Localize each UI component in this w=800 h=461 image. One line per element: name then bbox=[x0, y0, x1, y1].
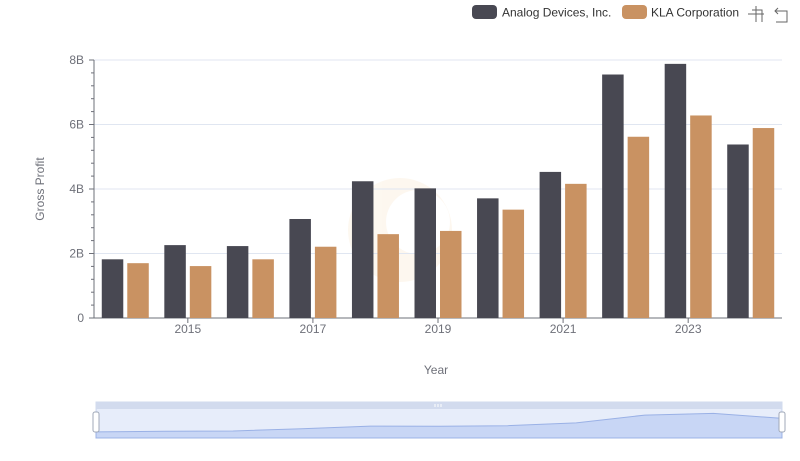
bar-analog-devices-2014[interactable] bbox=[101, 259, 124, 318]
bars bbox=[101, 63, 775, 319]
x-tick-label: 2021 bbox=[550, 322, 577, 336]
slider-handle-left[interactable] bbox=[92, 411, 100, 433]
legend: Analog Devices, Inc. KLA Corporation bbox=[472, 5, 739, 20]
y-axis-title: Gross Profit bbox=[33, 157, 47, 221]
y-tick-label: 6B bbox=[69, 118, 84, 132]
bar-kla-2018[interactable] bbox=[377, 234, 399, 318]
bar-kla-2020[interactable] bbox=[502, 209, 525, 318]
y-tick-label: 0 bbox=[77, 311, 84, 325]
legend-swatch-analog-devices bbox=[472, 5, 497, 19]
slider-preview-area bbox=[95, 412, 783, 439]
y-tick-label: 2B bbox=[69, 247, 84, 261]
bar-kla-2017[interactable] bbox=[314, 246, 337, 318]
x-axis-title: Year bbox=[424, 363, 448, 377]
bar-kla-2014[interactable] bbox=[127, 263, 149, 318]
bar-kla-2023[interactable] bbox=[690, 115, 712, 318]
y-axis: 0 2B 4B 6B 8B bbox=[69, 53, 95, 325]
y-tick-label: 8B bbox=[69, 53, 84, 67]
slider-top-bar[interactable] bbox=[96, 402, 782, 409]
bar-analog-devices-2017[interactable] bbox=[289, 218, 311, 318]
bar-kla-2016[interactable] bbox=[252, 259, 274, 318]
x-tick-label: 2015 bbox=[174, 322, 201, 336]
bar-kla-2019[interactable] bbox=[440, 230, 462, 318]
bar-analog-devices-2015[interactable] bbox=[164, 245, 186, 318]
slider-selection[interactable] bbox=[96, 409, 782, 438]
legend-label-analog-devices: Analog Devices, Inc. bbox=[502, 6, 611, 20]
bar-analog-devices-2022[interactable] bbox=[602, 74, 624, 318]
zoom-reset-icon[interactable] bbox=[774, 7, 788, 23]
legend-label-kla: KLA Corporation bbox=[651, 6, 739, 20]
legend-item-kla[interactable]: KLA Corporation bbox=[622, 5, 739, 20]
bar-analog-devices-2021[interactable] bbox=[539, 171, 562, 318]
bar-analog-devices-2024[interactable] bbox=[727, 144, 749, 318]
bar-analog-devices-2019[interactable] bbox=[414, 188, 437, 318]
bar-analog-devices-2018[interactable] bbox=[351, 181, 374, 318]
slider-handle-right[interactable] bbox=[778, 411, 786, 433]
slider-grip-icon[interactable] bbox=[434, 404, 442, 407]
legend-item-analog-devices[interactable]: Analog Devices, Inc. bbox=[472, 5, 611, 20]
x-tick-label: 2023 bbox=[675, 322, 702, 336]
bar-kla-2015[interactable] bbox=[189, 266, 212, 318]
bar-kla-2022[interactable] bbox=[627, 136, 650, 318]
x-tick-label: 2017 bbox=[300, 322, 327, 336]
bar-analog-devices-2016[interactable] bbox=[226, 246, 249, 318]
zoom-select-icon[interactable] bbox=[748, 6, 764, 22]
data-zoom-slider[interactable] bbox=[92, 401, 786, 439]
bar-analog-devices-2023[interactable] bbox=[664, 63, 687, 319]
bar-analog-devices-2020[interactable] bbox=[477, 198, 499, 318]
bar-kla-2021[interactable] bbox=[565, 183, 587, 318]
y-tick-label: 4B bbox=[69, 182, 84, 196]
bar-kla-2024[interactable] bbox=[752, 128, 775, 318]
x-tick-label: 2019 bbox=[425, 322, 452, 336]
legend-swatch-kla bbox=[622, 5, 647, 19]
x-axis: 2015 2017 2019 2021 2023 bbox=[94, 317, 782, 336]
